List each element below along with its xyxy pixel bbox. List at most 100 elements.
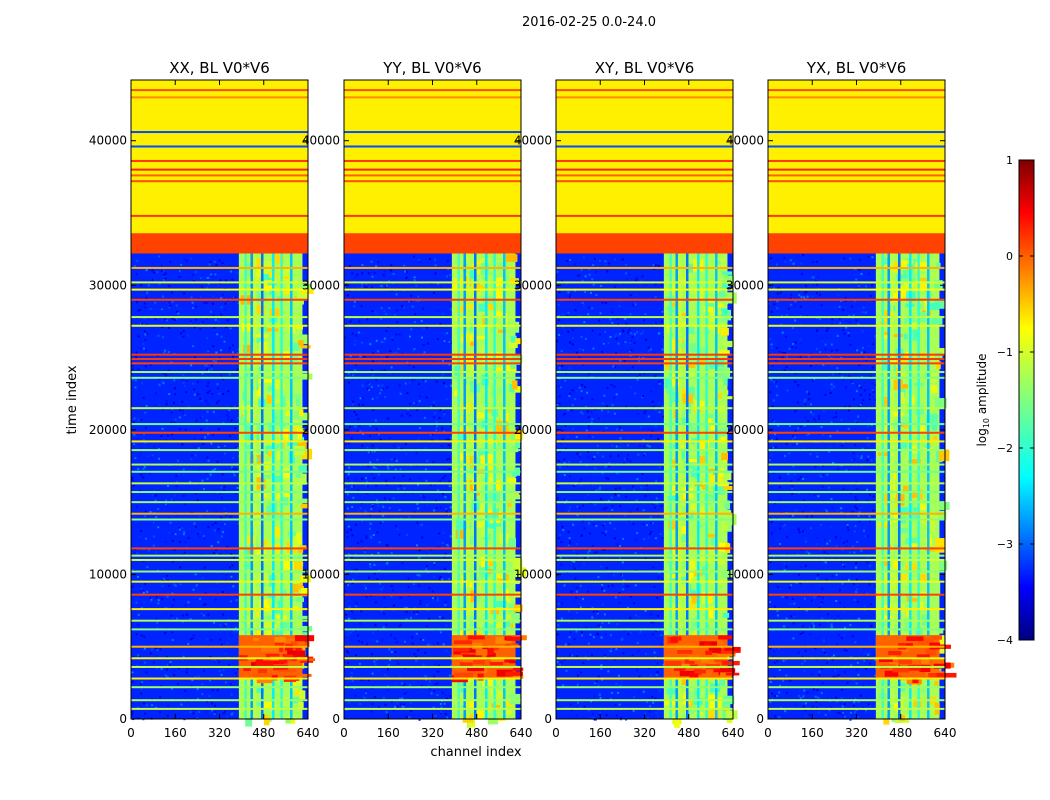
noise-cell <box>845 469 848 472</box>
noise-cell <box>609 318 612 321</box>
noise-cell <box>564 498 567 501</box>
noise-cell <box>597 417 600 420</box>
noise-cell <box>784 315 787 318</box>
noise-cell <box>346 294 349 297</box>
noise-cell <box>798 573 801 576</box>
noise-cell <box>200 516 203 519</box>
noise-cell <box>436 359 439 362</box>
noise-cell <box>842 565 845 568</box>
noise-cell <box>218 259 221 262</box>
noise-cell <box>402 705 405 708</box>
noise-cell <box>822 363 825 366</box>
noise-cell <box>354 478 357 481</box>
signal-cell <box>916 262 927 268</box>
noise-cell <box>780 323 783 326</box>
noise-cell <box>770 520 773 523</box>
noise-cell <box>369 435 372 438</box>
noise-cell <box>201 321 204 324</box>
signal-cell <box>506 597 511 603</box>
noise-cell <box>619 332 622 335</box>
flag-line <box>556 686 733 689</box>
noise-cell <box>389 269 392 272</box>
noise-cell <box>217 446 220 449</box>
noise-cell <box>648 533 651 536</box>
noise-cell <box>825 709 828 712</box>
flag-line <box>344 423 521 426</box>
signal-cell <box>294 532 302 545</box>
noise-cell <box>833 669 836 672</box>
noise-cell <box>559 386 562 389</box>
signal-cell <box>720 328 729 336</box>
noise-cell <box>354 435 357 438</box>
flag-line <box>344 353 521 356</box>
signal-cell <box>877 417 882 421</box>
noise-cell <box>171 504 174 507</box>
noise-cell <box>413 255 416 258</box>
noise-cell <box>201 577 204 580</box>
noise-cell <box>152 661 155 664</box>
noise-cell <box>578 274 581 277</box>
noise-cell <box>601 603 604 606</box>
signal-cell <box>691 313 697 319</box>
noise-cell <box>399 703 402 706</box>
noise-cell <box>211 709 214 712</box>
signal-cell <box>715 393 722 399</box>
noise-cell <box>170 614 173 617</box>
noise-cell <box>166 579 169 582</box>
signal-cell <box>299 345 311 349</box>
noise-cell <box>619 505 622 508</box>
noise-cell <box>580 269 583 272</box>
noise-cell <box>354 601 357 604</box>
noise-cell <box>378 359 381 362</box>
noise-cell <box>173 583 176 586</box>
noise-cell <box>153 445 156 448</box>
noise-cell <box>203 351 206 354</box>
noise-cell <box>426 459 429 462</box>
noise-cell <box>214 711 217 714</box>
noise-cell <box>220 335 223 338</box>
noise-cell <box>139 473 142 476</box>
noise-cell <box>561 330 564 333</box>
noise-cell <box>773 648 776 651</box>
noise-cell <box>365 477 368 480</box>
noise-cell <box>839 588 842 591</box>
noise-cell <box>199 397 202 400</box>
noise-cell <box>804 538 807 541</box>
signal-cell <box>897 527 909 534</box>
noise-cell <box>365 587 368 590</box>
noise-cell <box>226 545 229 548</box>
noise-cell <box>567 621 570 624</box>
noise-cell <box>863 659 866 662</box>
noise-cell <box>357 287 360 290</box>
noise-cell <box>447 438 450 441</box>
noise-cell <box>849 492 852 495</box>
noise-cell <box>376 458 379 461</box>
noise-cell <box>570 709 573 712</box>
signal-cell <box>281 396 286 408</box>
noise-cell <box>140 634 143 637</box>
flag-line <box>556 376 733 379</box>
noise-cell <box>813 378 816 381</box>
noise-cell <box>633 333 636 336</box>
noise-cell <box>783 569 786 572</box>
x-tick-label: 480 <box>465 726 488 740</box>
noise-cell <box>821 587 824 590</box>
noise-cell <box>372 409 375 412</box>
noise-cell <box>769 561 772 564</box>
noise-cell <box>595 293 598 296</box>
noise-cell <box>621 258 624 261</box>
signal-cell <box>297 548 304 553</box>
noise-cell <box>168 663 171 666</box>
noise-cell <box>848 321 851 324</box>
noise-cell <box>805 505 808 508</box>
noise-cell <box>409 478 412 481</box>
noise-cell <box>584 589 587 592</box>
noise-cell <box>599 497 602 500</box>
noise-cell <box>137 717 140 720</box>
noise-cell <box>869 662 872 665</box>
noise-cell <box>133 582 136 585</box>
noise-cell <box>186 667 189 670</box>
flag-line <box>556 324 733 327</box>
noise-cell <box>842 541 845 544</box>
noise-cell <box>383 310 386 313</box>
